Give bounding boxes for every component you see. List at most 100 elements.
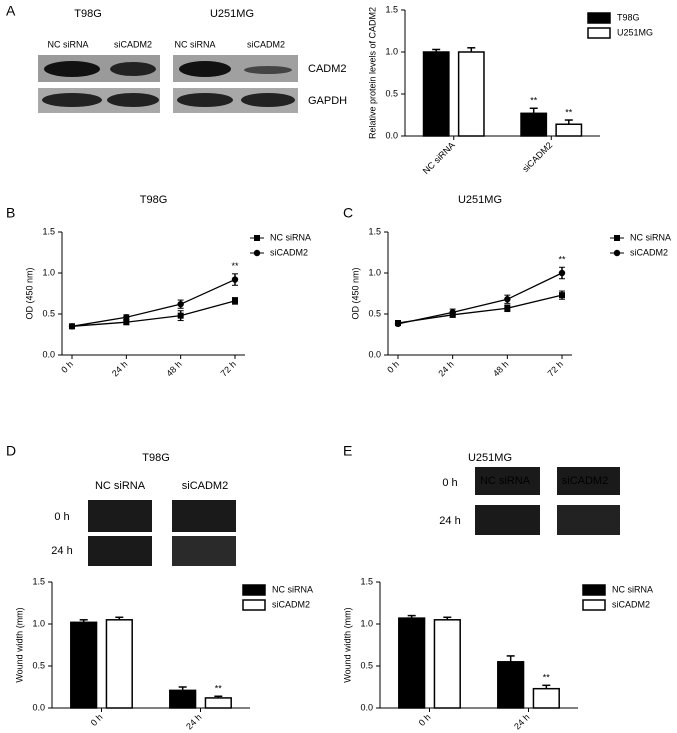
wound-image (88, 536, 152, 566)
marker (613, 249, 621, 257)
y-tick-label: 1.5 (360, 576, 373, 586)
x-tick-label: 48 h (164, 359, 183, 378)
bar (497, 661, 525, 709)
band (244, 66, 292, 74)
y-tick-label: 0.5 (32, 660, 45, 670)
marker (504, 296, 511, 303)
marker (68, 323, 76, 330)
y-tick-label: 0.5 (42, 308, 55, 318)
y-tick-label: 1.5 (32, 576, 45, 586)
bar (169, 689, 197, 709)
y-tick-label: 1.0 (360, 618, 373, 628)
chart-title: U251MG (458, 194, 502, 206)
band (177, 93, 233, 107)
bar (70, 621, 98, 709)
wound-title: U251MG (468, 452, 512, 464)
panel-label: E (343, 443, 352, 459)
condition: siCADM2 (114, 39, 152, 49)
condition: NC siRNA (174, 39, 215, 49)
x-tick-label: siCADM2 (520, 140, 554, 174)
line (397, 294, 563, 324)
y-tick-label: 0.5 (385, 88, 398, 98)
y-tick-label: 1.0 (368, 267, 381, 277)
condition: NC siRNA (480, 475, 531, 487)
bar (433, 619, 461, 709)
y-tick-label: 0.0 (42, 349, 55, 359)
band (179, 61, 231, 77)
band (107, 93, 159, 107)
legend-swatch (242, 584, 266, 596)
x-tick-label: 0 h (417, 712, 433, 728)
x-tick-label: 24 h (436, 359, 455, 378)
y-tick-label: 1.0 (385, 46, 398, 56)
marker (231, 276, 239, 283)
legend-swatch (582, 599, 606, 611)
significance: ** (543, 673, 551, 683)
cell-line: T98G (74, 8, 102, 20)
time: 24 h (439, 515, 460, 527)
marker (123, 314, 130, 321)
legend-swatch (242, 599, 266, 611)
y-tick-label: 1.5 (368, 226, 381, 236)
marker (123, 319, 130, 326)
marker (394, 320, 402, 328)
cell-line: U251MG (210, 8, 254, 20)
x-tick-label: 72 h (219, 359, 238, 378)
condition: siCADM2 (182, 480, 228, 492)
band (44, 61, 100, 77)
bar (532, 687, 560, 709)
condition: siCADM2 (247, 39, 285, 49)
wound-image (557, 467, 620, 495)
marker (232, 297, 238, 304)
legend-swatch (587, 27, 611, 39)
x-tick-label: 24 h (184, 712, 203, 731)
chart-title: T98G (140, 194, 168, 206)
legend-label: NC siRNA (630, 232, 671, 242)
legend-label: siCADM2 (612, 599, 650, 609)
band (241, 93, 295, 107)
y-tick-label: 1.0 (42, 267, 55, 277)
legend-swatch (582, 584, 606, 596)
legend-label: siCADM2 (270, 247, 308, 257)
bar (422, 51, 450, 137)
legend-label: T98G (617, 12, 640, 22)
marker (559, 292, 565, 299)
legend-label: U251MG (617, 27, 653, 37)
y-tick-label: 1.5 (385, 4, 398, 14)
wound-image (557, 505, 620, 535)
significance: ** (215, 684, 223, 694)
western-blot (38, 55, 298, 113)
bar (398, 617, 426, 709)
bar (457, 51, 485, 137)
marker (614, 235, 620, 241)
y-tick-label: 1.5 (42, 226, 55, 236)
wound-title: T98G (142, 452, 170, 464)
panel-label: A (6, 3, 16, 19)
time: 0 h (54, 511, 69, 523)
y-axis-label: Wound width (mm) (14, 607, 24, 682)
y-tick-label: 0.0 (360, 702, 373, 712)
marker (449, 309, 456, 316)
legend-label: siCADM2 (630, 247, 668, 257)
y-axis-label: OD (450 nm) (350, 267, 360, 319)
wound-image (475, 505, 540, 535)
x-tick-label: 0 h (385, 359, 401, 375)
x-tick-label: 0 h (89, 712, 105, 728)
y-axis-label: Wound width (mm) (342, 607, 352, 682)
time: 0 h (442, 477, 457, 489)
significance: ** (231, 261, 239, 271)
bar (520, 112, 548, 137)
protein: CADM2 (308, 63, 347, 75)
legend-label: NC siRNA (612, 584, 653, 594)
line (71, 278, 236, 327)
time: 24 h (51, 545, 72, 557)
x-tick-label: 24 h (512, 712, 531, 731)
wound-image (88, 500, 152, 532)
panel-label: B (6, 205, 15, 221)
bar (555, 123, 583, 137)
panel-label: D (6, 443, 16, 459)
legend-swatch (587, 12, 611, 24)
bar (204, 697, 232, 709)
panel-label: C (343, 205, 353, 221)
